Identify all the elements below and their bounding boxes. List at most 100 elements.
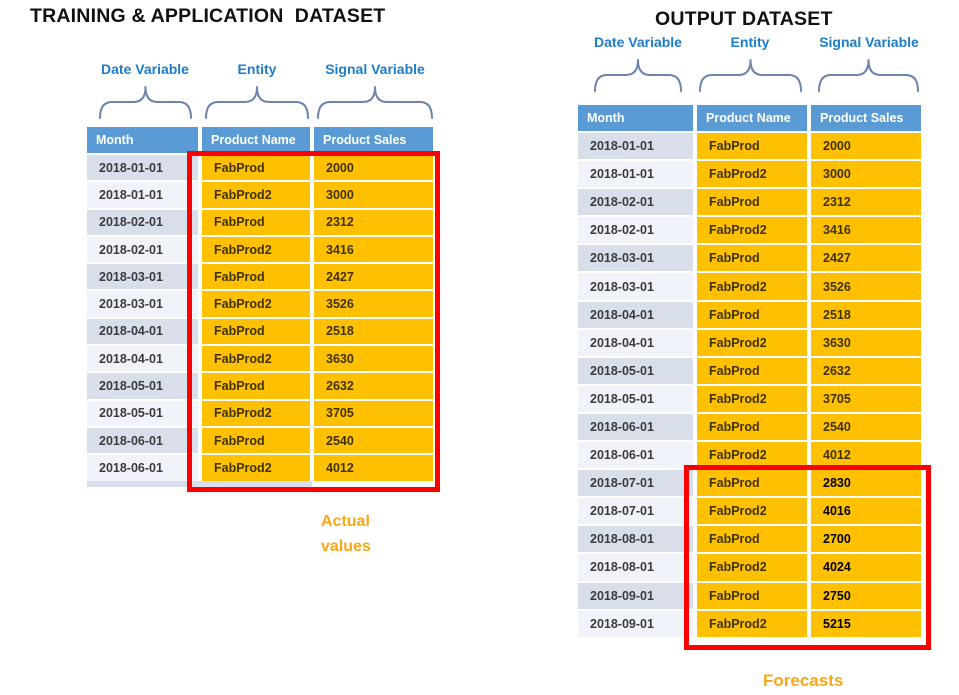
cell-month: 2018-03-01 <box>87 264 198 290</box>
cell-product-name: FabProd2 <box>697 161 807 188</box>
cell-month: 2018-02-01 <box>578 189 693 216</box>
cell-product-name: FabProd <box>697 470 807 497</box>
cell-product-sales: 4012 <box>314 455 433 481</box>
cell-product-name: FabProd2 <box>202 236 310 263</box>
actuals-label: Actual values <box>321 513 371 555</box>
cell-month: 2018-03-01 <box>578 273 693 300</box>
column-header-product-sales: Product Sales <box>811 105 921 131</box>
cell-product-name: FabProd2 <box>697 385 807 412</box>
column-header-product-name: Product Name <box>697 105 807 131</box>
cell-product-sales: 2518 <box>811 301 921 328</box>
cell-product-sales: 2540 <box>314 427 433 454</box>
brace-icon <box>99 86 192 119</box>
cell-product-name: FabProd2 <box>202 400 310 426</box>
cell-product-sales: 2427 <box>811 245 921 272</box>
cell-month: 2018-01-01 <box>578 133 693 160</box>
forecasts-label: Forecasts <box>763 671 844 690</box>
cell-product-sales: 2000 <box>314 155 433 181</box>
cell-month: 2018-06-01 <box>87 427 198 454</box>
cell-product-sales: 4024 <box>811 554 921 581</box>
cell-month: 2018-07-01 <box>578 470 693 497</box>
cell-month: 2018-04-01 <box>578 301 693 328</box>
brace-icon <box>205 86 309 119</box>
cell-month: 2018-08-01 <box>578 526 693 553</box>
training-table: Month Product Name Product Sales 2018-01… <box>87 127 433 481</box>
cell-product-name: FabProd2 <box>697 498 807 525</box>
cell-month: 2018-02-01 <box>578 217 693 244</box>
cell-product-name: FabProd2 <box>697 442 807 469</box>
cell-product-name: FabProd <box>697 133 807 160</box>
cell-month: 2018-04-01 <box>87 318 198 345</box>
cell-product-sales: 2000 <box>811 133 921 160</box>
cell-product-name: FabProd2 <box>202 182 310 208</box>
output-dataset-panel: OUTPUT DATASET Date Variable Entity Sign… <box>520 0 959 695</box>
cell-month: 2018-01-01 <box>87 182 198 208</box>
cell-product-sales: 3630 <box>314 346 433 372</box>
cell-product-sales: 4016 <box>811 498 921 525</box>
cell-month: 2018-06-01 <box>578 442 693 469</box>
column-header-product-name: Product Name <box>202 127 310 153</box>
cell-product-sales: 3000 <box>811 161 921 188</box>
cell-product-name: FabProd <box>697 526 807 553</box>
cell-month: 2018-05-01 <box>87 400 198 426</box>
cell-product-sales: 2427 <box>314 264 433 290</box>
cell-product-sales: 2312 <box>314 209 433 235</box>
cell-product-sales: 2540 <box>811 413 921 441</box>
cell-product-sales: 2750 <box>811 582 921 609</box>
cell-month: 2018-08-01 <box>578 554 693 581</box>
cell-product-name: FabProd <box>697 245 807 272</box>
cell-month: 2018-04-01 <box>87 346 198 372</box>
cell-product-sales: 2518 <box>314 318 433 345</box>
cell-product-name: FabProd <box>202 209 310 235</box>
cell-product-sales: 3705 <box>314 400 433 426</box>
cell-month: 2018-06-01 <box>578 413 693 441</box>
cell-product-sales: 3416 <box>811 217 921 244</box>
cell-product-name: FabProd2 <box>697 554 807 581</box>
brace-icon <box>818 59 919 92</box>
column-header-month: Month <box>87 127 198 153</box>
cell-month: 2018-09-01 <box>578 610 693 637</box>
cell-product-name: FabProd <box>202 155 310 181</box>
annotation-date-variable: Date Variable <box>594 34 682 50</box>
cell-month: 2018-07-01 <box>578 498 693 525</box>
column-header-month: Month <box>578 105 693 131</box>
cell-month: 2018-05-01 <box>578 357 693 384</box>
cell-product-name: FabProd <box>202 264 310 290</box>
cell-product-name: FabProd <box>202 427 310 454</box>
cell-product-sales: 4012 <box>811 442 921 469</box>
training-dataset-panel: TRAINING & APPLICATION DATASET Date Vari… <box>30 5 440 555</box>
brace-icon <box>594 59 682 92</box>
cell-product-sales: 2830 <box>811 470 921 497</box>
cell-product-name: FabProd <box>697 413 807 441</box>
cell-month: 2018-01-01 <box>578 161 693 188</box>
cell-product-name: FabProd2 <box>697 329 807 356</box>
cell-month: 2018-01-01 <box>87 155 198 181</box>
cell-month: 2018-06-01 <box>87 455 198 481</box>
cell-product-sales: 3705 <box>811 385 921 412</box>
cell-month: 2018-09-01 <box>578 582 693 609</box>
cell-product-sales: 2632 <box>811 357 921 384</box>
cell-product-sales: 5215 <box>811 610 921 637</box>
cell-product-name: FabProd <box>697 189 807 216</box>
cell-product-sales: 3526 <box>811 273 921 300</box>
output-table: Month Product Name Product Sales 2018-01… <box>578 105 921 637</box>
cell-product-sales: 3526 <box>314 291 433 317</box>
annotation-signal-variable: Signal Variable <box>325 61 425 77</box>
cell-product-sales: 3630 <box>811 329 921 356</box>
annotation-signal-variable: Signal Variable <box>819 34 919 50</box>
cell-month: 2018-03-01 <box>578 245 693 272</box>
cell-month: 2018-05-01 <box>87 373 198 399</box>
output-dataset-title: OUTPUT DATASET <box>655 8 833 30</box>
actuals-highlight-box <box>187 151 440 492</box>
cell-product-name: FabProd2 <box>202 291 310 317</box>
cell-month: 2018-02-01 <box>87 209 198 235</box>
cell-product-name: FabProd <box>697 301 807 328</box>
cell-product-name: FabProd2 <box>202 346 310 372</box>
cell-product-sales: 2700 <box>811 526 921 553</box>
cell-product-sales: 3000 <box>314 182 433 208</box>
annotation-entity: Entity <box>237 61 277 77</box>
annotation-entity: Entity <box>730 34 770 50</box>
cell-product-name: FabProd <box>697 582 807 609</box>
cell-product-name: FabProd2 <box>697 610 807 637</box>
cell-month: 2018-03-01 <box>87 291 198 317</box>
